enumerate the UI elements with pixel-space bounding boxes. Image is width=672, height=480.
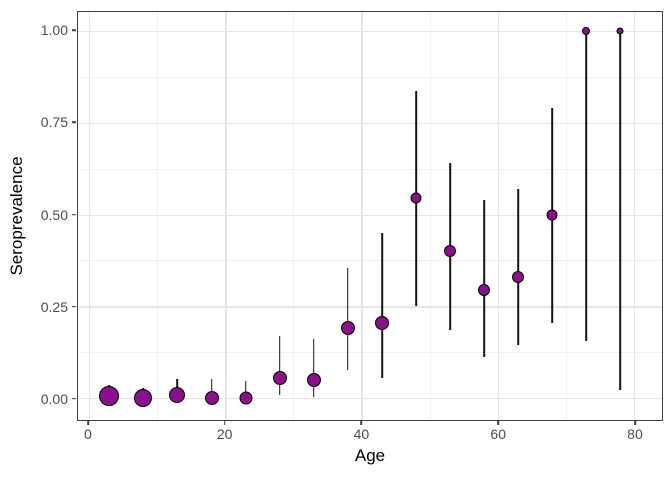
- y-tick-label: 0.00: [40, 390, 68, 407]
- error-bar-age-43: [381, 232, 383, 379]
- x-minor-gridline: [157, 12, 159, 420]
- error-bar-age-23: [244, 380, 247, 398]
- error-bar-age-18: [210, 379, 213, 398]
- data-point-age-58: [478, 283, 491, 296]
- x-major-gridline: [634, 12, 636, 420]
- y-tick-mark: [72, 305, 76, 308]
- data-point-age-3: [99, 386, 120, 407]
- y-tick-label: 0.25: [40, 298, 68, 315]
- data-point-age-43: [374, 315, 389, 330]
- error-bar-age-28: [278, 335, 281, 396]
- x-major-gridline: [225, 12, 227, 420]
- x-axis-title: Age: [354, 446, 386, 465]
- x-axis-tick-labels: 0 20 40 60 80: [77, 427, 663, 443]
- y-major-gridline: [78, 122, 662, 125]
- data-point-age-78: [616, 27, 624, 35]
- y-tick-mark: [72, 29, 76, 31]
- x-tick-label: 0: [84, 426, 92, 442]
- error-bar-age-58: [483, 199, 485, 357]
- x-tick-label: 40: [353, 426, 370, 442]
- x-tick-mark: [360, 421, 363, 425]
- y-tick-label: 0.75: [40, 114, 68, 131]
- y-major-gridline: [78, 31, 662, 33]
- x-major-gridline: [361, 12, 363, 420]
- data-point-age-38: [340, 321, 355, 336]
- y-tick-mark: [72, 213, 76, 216]
- y-major-gridline: [78, 306, 662, 308]
- data-point-age-73: [582, 27, 591, 36]
- y-axis-tick-labels: 0.00 0.25 0.50 0.75 1.00: [0, 11, 68, 421]
- x-minor-gridline: [293, 12, 295, 420]
- x-tick-label: 20: [216, 426, 233, 442]
- data-point-age-53: [444, 245, 457, 258]
- y-tick-label: 0.50: [40, 206, 68, 223]
- y-tick-label: 1.00: [40, 22, 68, 39]
- data-point-age-48: [410, 192, 422, 204]
- error-bar-age-33: [312, 339, 315, 397]
- error-bar-age-38: [347, 267, 349, 371]
- data-point-age-13: [169, 387, 186, 404]
- y-tick-mark: [72, 398, 76, 400]
- data-point-age-23: [239, 391, 253, 405]
- y-minor-gridline: [78, 168, 662, 170]
- y-axis-tick-marks: [72, 11, 76, 421]
- error-bar-age-63: [517, 188, 519, 346]
- x-major-gridline: [88, 12, 91, 420]
- x-minor-gridline: [429, 12, 431, 420]
- data-point-age-68: [546, 209, 558, 221]
- y-minor-gridline: [78, 352, 662, 354]
- y-minor-gridline: [78, 260, 662, 262]
- x-axis-tick-marks: [77, 421, 663, 426]
- x-tick-mark: [87, 421, 89, 425]
- data-point-age-18: [204, 390, 219, 405]
- x-tick-label: 60: [490, 426, 506, 442]
- data-point-age-63: [512, 270, 525, 283]
- data-point-age-28: [272, 370, 287, 385]
- x-major-gridline: [497, 12, 500, 420]
- y-major-gridline: [78, 214, 662, 216]
- error-bar-age-73: [585, 31, 588, 342]
- data-point-age-33: [306, 372, 321, 387]
- x-minor-gridline: [565, 12, 567, 420]
- x-tick-mark: [223, 421, 226, 425]
- x-tick-mark: [497, 421, 499, 425]
- data-point-age-8: [134, 388, 153, 407]
- x-tick-mark: [634, 421, 636, 425]
- error-bar-age-78: [619, 31, 622, 390]
- plot-panel: [77, 11, 663, 421]
- x-tick-label: 80: [627, 426, 643, 442]
- y-tick-mark: [72, 121, 76, 124]
- y-minor-gridline: [78, 76, 662, 78]
- y-major-gridline: [78, 397, 662, 400]
